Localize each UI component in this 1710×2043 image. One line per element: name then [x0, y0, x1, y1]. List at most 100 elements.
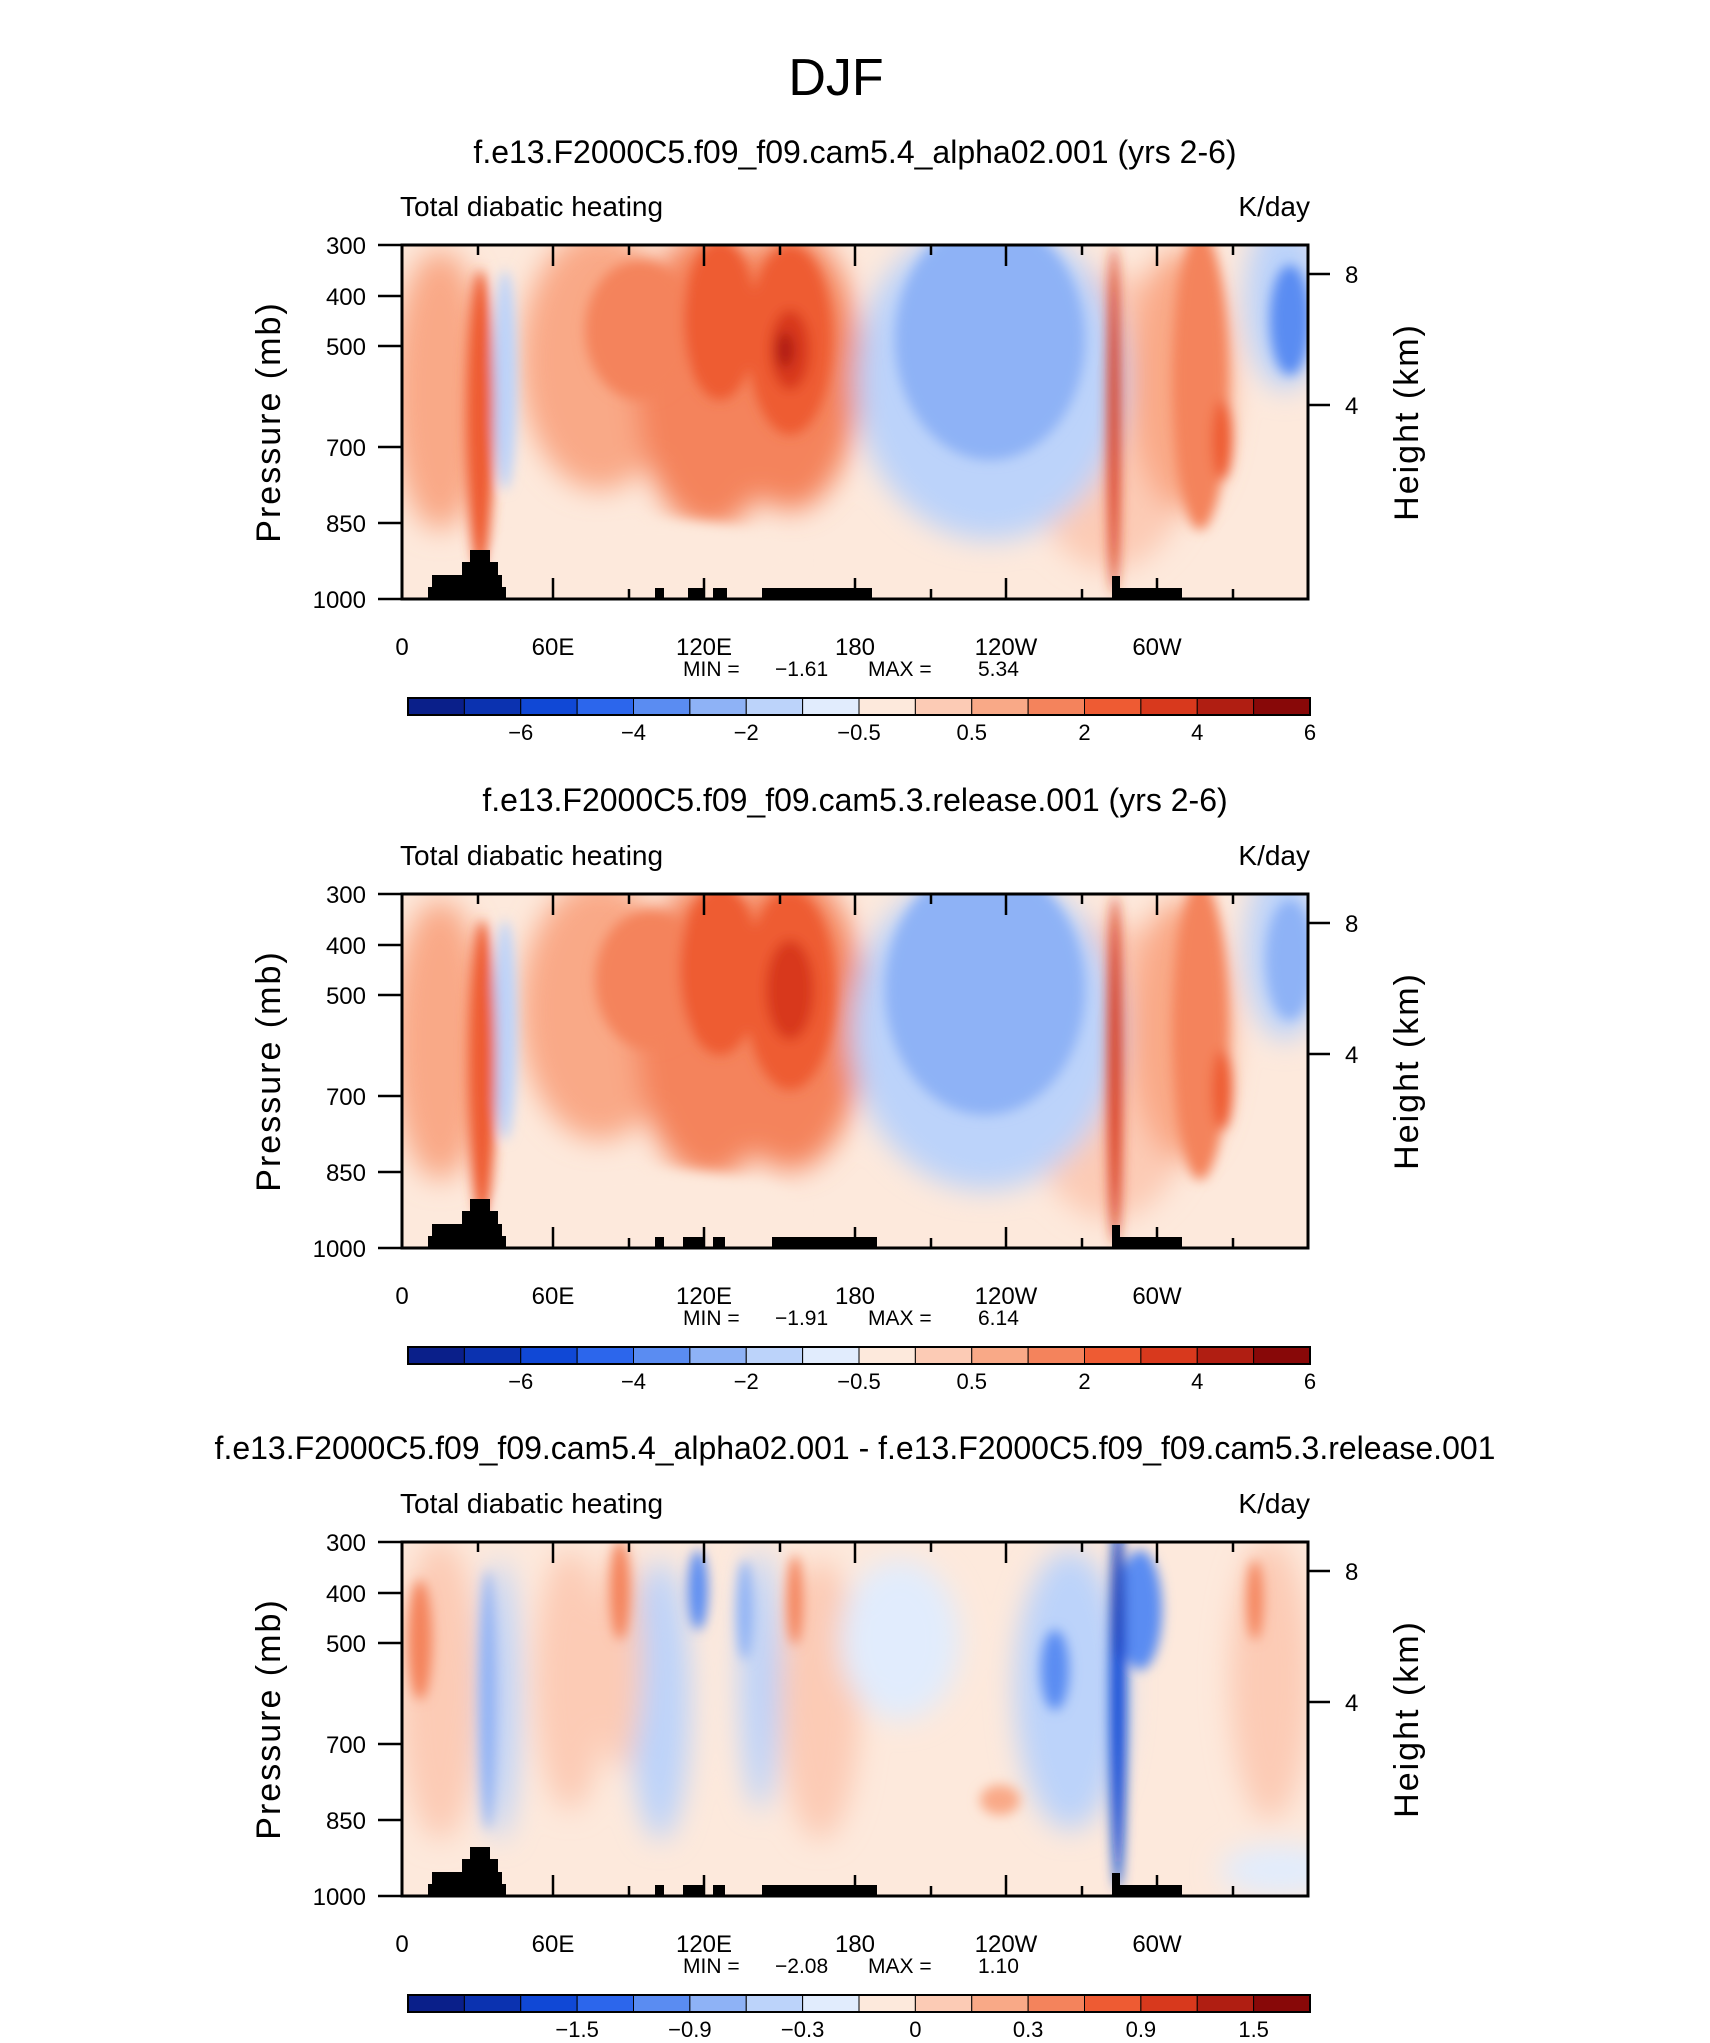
land-block	[428, 1236, 506, 1248]
colorbar-frame	[407, 1994, 1311, 2013]
colorbar-segment	[463, 1994, 522, 2013]
colorbar-segment	[1196, 697, 1255, 716]
blob-darkest-blue	[1113, 1542, 1123, 1660]
blob-blue	[1270, 265, 1308, 375]
y-axis-label-right: Height (km)	[1388, 972, 1426, 1170]
field-blobs-core	[468, 894, 1308, 1248]
colorbar-label: 4	[1191, 1369, 1203, 1394]
land-block	[470, 1199, 490, 1211]
page-title: DJF	[788, 49, 883, 107]
blob-orange	[1172, 894, 1228, 1180]
colorbar-segment	[633, 1346, 691, 1365]
panel-title: f.e13.F2000C5.f09_f09.cam5.3.release.001…	[482, 782, 1227, 818]
blob-light-blue	[493, 920, 517, 1140]
y-tick-label: 300	[326, 233, 366, 260]
x-tick-label: 120W	[975, 1931, 1038, 1958]
max-label: MAX =	[868, 658, 932, 681]
colorbar-segment	[858, 1994, 916, 2013]
colorbar-segment	[463, 1346, 522, 1365]
land-block	[713, 588, 727, 599]
x-tick-label: 120E	[676, 634, 732, 661]
x-tick-label: 60W	[1132, 634, 1182, 661]
colorbar-segment	[1253, 697, 1311, 716]
y-tick-labels: 300 400 500 700 850 1000	[313, 882, 366, 1263]
left-subtitle: Total diabatic heating	[400, 840, 663, 871]
y-tick-label-right: 4	[1345, 1042, 1358, 1069]
x-tick-label: 0	[395, 1283, 408, 1310]
colorbar-segment	[914, 697, 973, 716]
blob-light-blue	[493, 270, 517, 490]
colorbar-segment	[1253, 1346, 1311, 1365]
colorbar-segment	[576, 697, 634, 716]
blob-red	[466, 270, 494, 570]
colorbar-segment	[520, 697, 578, 716]
colorbar-segment	[689, 1346, 747, 1365]
land-block	[1112, 1225, 1120, 1248]
blob-orange	[402, 250, 488, 530]
land-block	[655, 1885, 664, 1896]
x-tick-label: 120E	[676, 1931, 732, 1958]
y-axis-label: Pressure (mb)	[250, 301, 288, 542]
colorbar: −6 −4 −2 −0.5 0.5 2 4 6	[407, 697, 1316, 745]
colorbar-label: −0.5	[837, 720, 880, 745]
y-tick-label: 850	[326, 511, 366, 538]
panel-title: f.e13.F2000C5.f09_f09.cam5.4_alpha02.001…	[215, 1430, 1496, 1466]
y-tick-label-right: 4	[1345, 393, 1358, 420]
y-tick-label: 400	[326, 933, 366, 960]
field-blobs-core	[466, 245, 1308, 599]
y-tick-label-right: 8	[1345, 262, 1358, 289]
colorbar-segment	[914, 1346, 973, 1365]
y-axis-label: Pressure (mb)	[250, 950, 288, 1191]
land-block	[688, 588, 704, 599]
x-tick-label: 60E	[532, 1283, 575, 1310]
y-tick-label: 700	[326, 1084, 366, 1111]
colorbar-segment	[463, 697, 522, 716]
blob-blue	[895, 245, 1085, 460]
min-label: MIN =	[683, 658, 740, 681]
x-tick-labels: 0 60E 120E 180 120W 60W	[395, 634, 1182, 661]
colorbar-segment	[858, 1346, 916, 1365]
land-block	[762, 588, 872, 599]
land-block	[655, 588, 664, 599]
colorbar-frame	[407, 1346, 1311, 1365]
blob-red	[680, 894, 760, 1055]
x-tick-labels: 0 60E 120E 180 120W 60W	[395, 1283, 1182, 1310]
y-tick-label: 700	[326, 1732, 366, 1759]
y-tick-label-right: 4	[1345, 1690, 1358, 1717]
y-tick-label: 500	[326, 983, 366, 1010]
colorbar-segment	[633, 1994, 691, 2013]
y-tick-label: 850	[326, 1160, 366, 1187]
colorbar-segment	[1027, 1346, 1085, 1365]
blob-light-orange	[535, 1550, 605, 1810]
min-value: −1.91	[775, 1307, 828, 1330]
x-tick-label: 60E	[532, 634, 575, 661]
colorbar-segment	[802, 697, 860, 716]
colorbar-label: 4	[1191, 720, 1203, 745]
blob-light-orange	[500, 1170, 800, 1248]
blob-orange	[787, 1555, 803, 1645]
blob-light-orange	[500, 520, 800, 599]
colorbar-label: −6	[508, 720, 533, 745]
colorbar-segment	[1140, 1994, 1198, 2013]
colorbar-segment	[1140, 1346, 1198, 1365]
blob-light-orange	[402, 1542, 480, 1840]
y-tick-label: 400	[326, 1581, 366, 1608]
y-tick-label: 700	[326, 435, 366, 462]
blob-orange	[408, 1580, 432, 1700]
colorbar-label: 2	[1078, 1369, 1090, 1394]
y-tick-label: 1000	[313, 587, 366, 614]
colorbar-label: 6	[1304, 720, 1316, 745]
colorbar-label: 0	[909, 2017, 921, 2038]
colorbar-segment	[1196, 1994, 1255, 2013]
blob-orange	[1172, 245, 1228, 530]
land-block	[1112, 576, 1120, 599]
right-subtitle: K/day	[1238, 840, 1310, 871]
colorbar-segment	[1027, 697, 1085, 716]
colorbar-label: −0.3	[781, 2017, 824, 2038]
x-tick-label: 120E	[676, 1283, 732, 1310]
blob-blue	[480, 1570, 496, 1830]
colorbar-label: 1.5	[1238, 2017, 1269, 2038]
land-block	[683, 1885, 704, 1896]
max-value: 6.14	[978, 1307, 1019, 1330]
